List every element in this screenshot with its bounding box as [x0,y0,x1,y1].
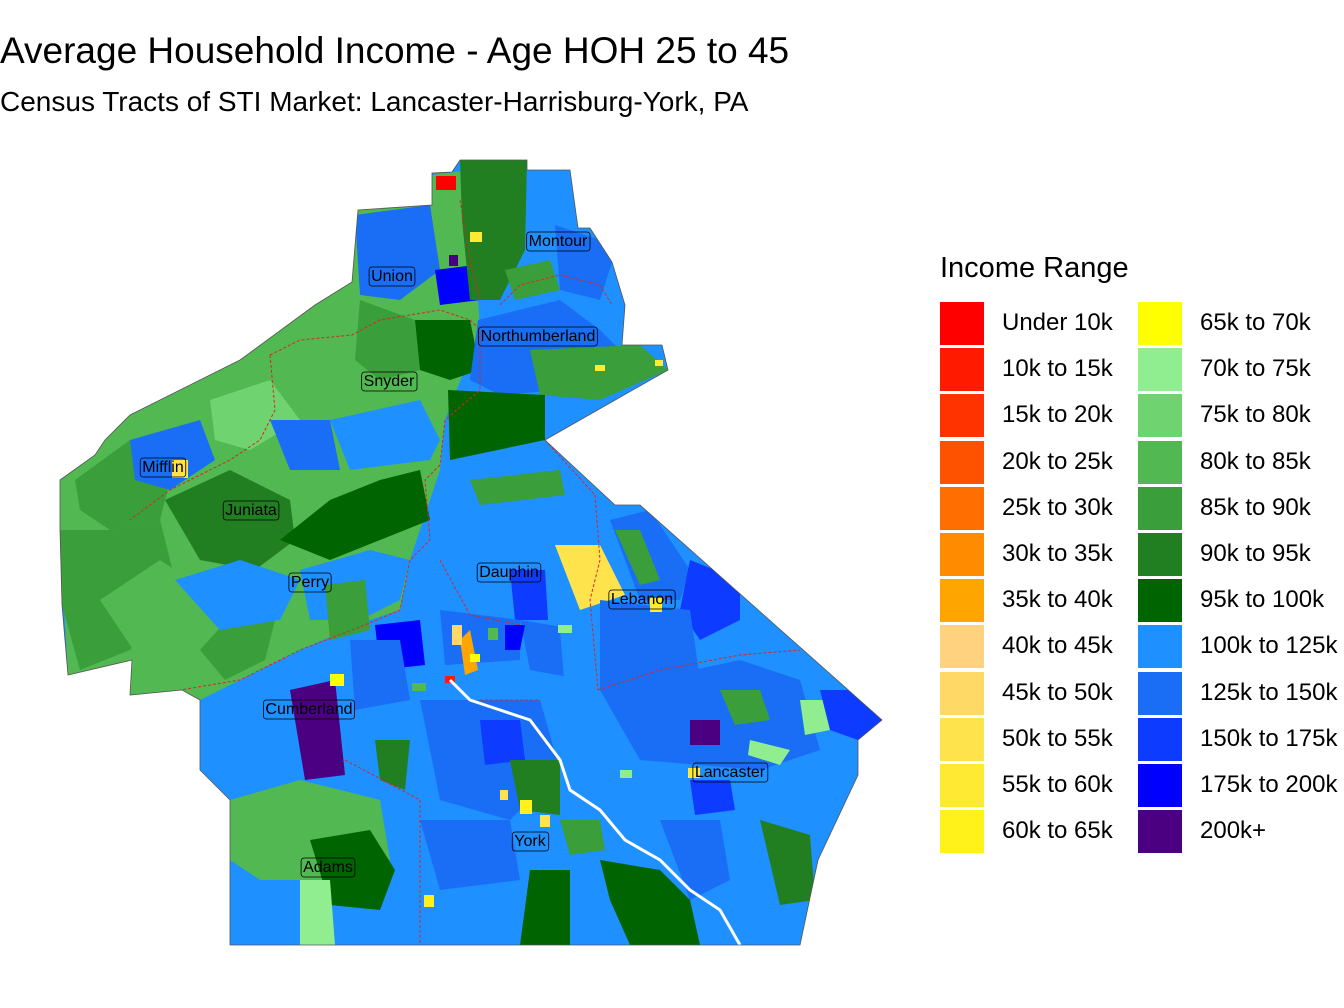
legend-swatch [940,533,984,576]
county-label-text: Montour [529,233,588,250]
legend-label: 150k to 175k [1200,724,1338,752]
county-label-text: Cumberland [265,701,352,718]
legend-swatch [1138,394,1182,438]
county-label-box [139,457,187,478]
county-label-text: Lebanon [611,591,673,608]
legend-swatch [1138,486,1182,530]
legend-swatch [1138,671,1182,715]
legend-swatch [940,440,984,484]
legend-label: 95k to 100k [1200,586,1325,614]
county-label-box [476,562,542,583]
county-label-box [263,699,355,720]
tract-fills [60,160,882,945]
legend-swatch [1138,440,1182,484]
county-label-text: Perry [291,574,329,591]
legend-swatch [940,394,984,438]
legend-swatch [1138,302,1182,345]
county-label-text: Juniata [225,502,277,519]
county-label-perry: Perry [288,572,332,593]
legend-label: 35k to 40k [1002,586,1113,614]
legend-swatch [940,579,984,623]
legend-swatch [940,671,984,715]
county-label-box [526,231,591,252]
legend-label: 80k to 85k [1200,447,1311,475]
county-label-box [300,857,356,878]
county-label-adams: Adams [300,857,356,878]
legend-label: 30k to 35k [1002,540,1113,567]
legend-swatch [1138,579,1182,623]
legend-label: 65k to 70k [1200,309,1311,336]
county-label-lancaster: Lancaster [692,762,769,783]
county-label-union: Union [368,266,416,287]
legend-swatch [940,625,984,669]
legend-label: 60k to 65k [1002,817,1113,845]
county-label-text: Northumberland [481,328,596,345]
county-label-box [608,589,676,610]
county-borders [129,199,801,945]
county-label-text: Adams [303,859,353,876]
legend-swatch [940,302,984,345]
legend-label: 50k to 55k [1002,724,1113,752]
county-label-text: York [514,833,546,850]
legend-swatch [1138,764,1182,807]
county-label-cumberland: Cumberland [263,699,355,720]
legend-swatch [940,764,984,807]
legend-label: 15k to 20k [1002,401,1113,429]
legend-label: 25k to 30k [1002,493,1113,521]
legend-swatch [1138,717,1182,761]
legend-swatch [1138,533,1182,576]
county-label-box [361,371,418,392]
legend-swatch [940,717,984,761]
legend-label: 40k to 45k [1002,632,1113,660]
legend-label: 10k to 15k [1002,355,1113,383]
county-label-box [478,326,598,347]
county-label-montour: Montour [526,231,591,252]
county-label-box [511,831,550,852]
county-label-dauphin: Dauphin [476,562,542,583]
region-outline [59,159,883,946]
county-label-text: Mifflin [142,459,184,476]
legend-swatch [1138,625,1182,669]
legend-label: 125k to 150k [1200,678,1338,706]
legend-label: 20k to 25k [1002,447,1113,475]
legend-label: 85k to 90k [1200,493,1311,521]
county-labels: Montour Union Northumberland Snyder Mifflin J… [139,231,769,878]
county-label-juniata: Juniata [222,500,280,521]
county-label-text: Union [371,268,413,285]
county-label-text: Snyder [364,373,415,390]
county-label-lebanon: Lebanon [608,589,676,610]
county-label-box [288,572,332,593]
legend-title: Income Range [940,252,1129,284]
legend-label: 75k to 80k [1200,401,1311,429]
county-label-northumberland: Northumberland [478,326,598,347]
county-label-text: Dauphin [479,564,539,581]
county-label-box [692,762,769,783]
legend-label: 70k to 75k [1200,355,1311,383]
legend-swatch [940,348,984,392]
legend-swatch [940,810,984,854]
legend-label: 90k to 95k [1200,540,1311,567]
legend-label: 200k+ [1200,817,1267,845]
county-label-box [368,266,416,287]
river-lines [448,678,742,946]
legend-label: 100k to 125k [1200,632,1338,660]
legend-label: 45k to 50k [1002,678,1113,706]
legend-label: 175k to 200k [1200,771,1338,798]
map-subtitle: Census Tracts of STI Market: Lancaster-H… [0,86,749,117]
legend-swatch [1138,348,1182,392]
county-label-york: York [511,831,550,852]
legend-swatch [940,486,984,530]
county-label-box [222,500,280,521]
county-label-text: Lancaster [695,764,766,781]
legend-swatch [1138,810,1182,854]
legend-label: 55k to 60k [1002,771,1113,798]
county-label-mifflin: Mifflin [139,457,187,478]
county-label-snyder: Snyder [361,371,418,392]
map-title: Average Household Income - Age HOH 25 to… [0,30,790,71]
legend-label: Under 10k [1002,309,1113,336]
